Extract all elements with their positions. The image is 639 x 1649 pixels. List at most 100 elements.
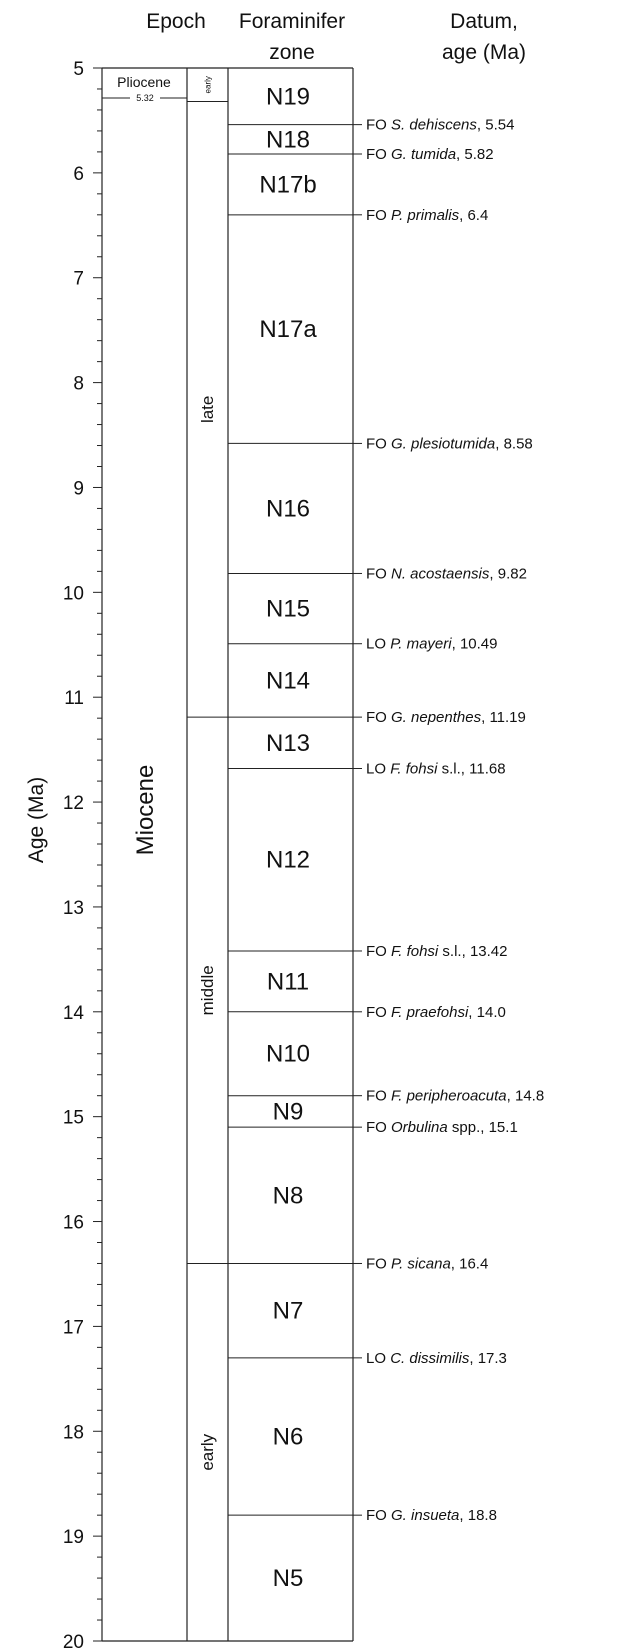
zone-label: N10 bbox=[266, 1041, 310, 1068]
zone-label: N6 bbox=[273, 1424, 304, 1451]
datum-label: FO F. fohsi s.l., 13.42 bbox=[366, 943, 508, 960]
datum-taxon: P. primalis bbox=[391, 207, 460, 224]
datum-age: 5.82 bbox=[464, 146, 493, 163]
datum-label: FO G. plesiotumida, 8.58 bbox=[366, 435, 533, 452]
zone-label: N15 bbox=[266, 596, 310, 623]
pliocene-label: Pliocene bbox=[117, 74, 171, 90]
datum-type: FO bbox=[366, 709, 387, 726]
datum-age: 11.19 bbox=[489, 709, 525, 726]
zone-label: N7 bbox=[273, 1298, 304, 1325]
datum-type: LO bbox=[366, 761, 386, 778]
y-tick-label: 9 bbox=[73, 478, 84, 499]
datum-header-line2: age (Ma) bbox=[442, 41, 526, 64]
datum-suffix: spp. bbox=[448, 1119, 481, 1136]
datum-type: LO bbox=[366, 1350, 386, 1367]
datum-taxon: P. sicana bbox=[391, 1255, 451, 1272]
y-tick-label: 17 bbox=[63, 1317, 84, 1338]
y-tick-label: 6 bbox=[73, 164, 84, 185]
zone-label: N9 bbox=[273, 1098, 304, 1125]
y-tick-label: 12 bbox=[63, 793, 84, 814]
y-tick-label: 11 bbox=[64, 688, 84, 709]
datum-label: LO F. fohsi s.l., 11.68 bbox=[366, 761, 506, 778]
datum-age: 8.58 bbox=[504, 435, 533, 452]
zone-label: N18 bbox=[266, 126, 310, 153]
datum-age: 13.42 bbox=[470, 943, 508, 960]
datum-age: 16.4 bbox=[459, 1255, 488, 1272]
datum-taxon: G. insueta bbox=[391, 1507, 459, 1524]
boundary-label-mask bbox=[130, 92, 160, 103]
datum-label: FO N. acostaensis, 9.82 bbox=[366, 565, 527, 582]
datum-header-line1: Datum, bbox=[450, 10, 518, 33]
datum-age: 18.8 bbox=[468, 1507, 497, 1524]
datum-age: 11.68 bbox=[469, 761, 505, 778]
datum-type: FO bbox=[366, 943, 387, 960]
subepoch-label: middle bbox=[198, 965, 217, 1015]
subepoch-label: late bbox=[198, 396, 217, 423]
zone-label: N5 bbox=[273, 1565, 304, 1592]
zone-label: N13 bbox=[266, 730, 310, 757]
y-axis-title: Age (Ma) bbox=[25, 777, 48, 863]
epoch-column: Pliocene 5.32 Miocene bbox=[102, 74, 187, 855]
datum-taxon: S. dehiscens bbox=[391, 117, 477, 134]
datum-label: FO F. praefohsi, 14.0 bbox=[366, 1004, 506, 1021]
zone-label: N14 bbox=[266, 667, 310, 694]
zone-label: N12 bbox=[266, 847, 310, 874]
datum-type: FO bbox=[366, 146, 387, 163]
datum-label: FO Orbulina spp., 15.1 bbox=[366, 1119, 518, 1136]
datum-age: 14.8 bbox=[515, 1088, 544, 1105]
zone-header-line1: Foraminifer bbox=[239, 10, 345, 33]
datum-taxon: F. fohsi bbox=[391, 943, 439, 960]
y-axis-tick-labels: 5 6 7 8 9 10 11 12 13 14 15 16 17 18 19 20 bbox=[63, 59, 85, 1649]
y-tick-label: 19 bbox=[63, 1527, 84, 1548]
subepoch-label: early bbox=[198, 1433, 217, 1470]
zone-label: N17b bbox=[259, 171, 316, 198]
y-tick-label: 13 bbox=[63, 898, 84, 919]
datum-label: LO C. dissimilis, 17.3 bbox=[366, 1350, 507, 1367]
datum-taxon: G. nepenthes bbox=[391, 709, 482, 726]
y-tick-label: 16 bbox=[63, 1213, 84, 1234]
datum-taxon: F. fohsi bbox=[390, 761, 438, 778]
datum-type: FO bbox=[366, 1119, 387, 1136]
datum-type: FO bbox=[366, 1004, 387, 1021]
datum-label: FO G. nepenthes, 11.19 bbox=[366, 709, 526, 726]
epoch-header: Epoch bbox=[146, 10, 206, 33]
datum-label: FO S. dehiscens, 5.54 bbox=[366, 117, 514, 134]
subepoch-label: early bbox=[204, 76, 213, 93]
pliocene-boundary-age: 5.32 bbox=[136, 93, 154, 103]
datum-type: FO bbox=[366, 565, 387, 582]
zone-label: N17a bbox=[259, 316, 317, 343]
y-tick-label: 5 bbox=[73, 59, 84, 80]
y-tick-label: 8 bbox=[73, 374, 84, 395]
datum-age: 5.54 bbox=[485, 117, 514, 134]
datum-age: 15.1 bbox=[489, 1119, 518, 1136]
zone-column: N19 N18 N17b N17a N16 N15 N14 N13 N12 N11 N10 N9 N8 N… bbox=[228, 83, 353, 1592]
datum-taxon: F. praefohsi bbox=[391, 1004, 469, 1021]
y-tick-label: 18 bbox=[63, 1422, 84, 1443]
datum-suffix: s.l. bbox=[438, 943, 461, 960]
y-tick-label: 14 bbox=[63, 1003, 85, 1024]
datum-age: 10.49 bbox=[460, 636, 498, 653]
datum-label: FO F. peripheroacuta, 14.8 bbox=[366, 1088, 544, 1105]
datum-taxon: N. acostaensis bbox=[391, 565, 490, 582]
datum-taxon: P. mayeri bbox=[390, 636, 452, 653]
datum-type: FO bbox=[366, 435, 387, 452]
y-tick-label: 7 bbox=[73, 269, 84, 290]
datum-taxon: F. peripheroacuta bbox=[391, 1088, 507, 1105]
datum-type: FO bbox=[366, 1088, 387, 1105]
zone-label: N19 bbox=[266, 83, 310, 110]
zone-label: N8 bbox=[273, 1182, 304, 1209]
column-headers: Epoch Foraminifer zone Datum, age (Ma) bbox=[146, 10, 526, 64]
datum-taxon: G. plesiotumida bbox=[391, 435, 495, 452]
datum-age: 9.82 bbox=[498, 565, 527, 582]
datum-type: LO bbox=[366, 636, 386, 653]
datum-label: FO G. insueta, 18.8 bbox=[366, 1507, 497, 1524]
datum-age: 14.0 bbox=[477, 1004, 506, 1021]
y-tick-label: 10 bbox=[63, 583, 84, 604]
y-tick-label: 20 bbox=[63, 1632, 84, 1649]
datum-label: FO G. tumida, 5.82 bbox=[366, 146, 494, 163]
datum-type: FO bbox=[366, 117, 387, 134]
zone-header-line2: zone bbox=[269, 41, 315, 64]
datum-label: LO P. mayeri, 10.49 bbox=[366, 636, 498, 653]
